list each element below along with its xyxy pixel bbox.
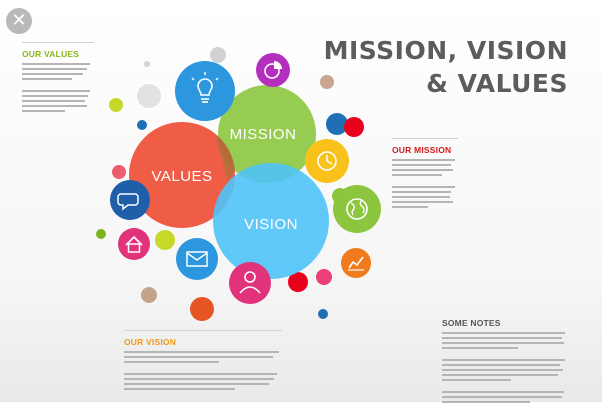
some-notes-panel: SOME NOTES [442, 318, 568, 403]
home-icon [118, 228, 150, 260]
title-line-1: MISSION, VISION [323, 36, 568, 65]
user-icon [229, 262, 271, 304]
placeholder-text-lines [124, 351, 282, 390]
vision-circle [213, 163, 329, 279]
globe-icon [333, 185, 381, 233]
placeholder-text-lines [442, 332, 568, 403]
line-chart-icon [341, 248, 371, 278]
placeholder-text-lines [392, 159, 458, 208]
values-label: VALUES [151, 168, 212, 185]
some-notes-heading: SOME NOTES [442, 318, 501, 328]
our-values-panel: OUR VALUES [22, 42, 94, 112]
lightbulb-icon [175, 61, 235, 121]
title-line-2: & VALUES [426, 69, 568, 98]
placeholder-text-lines [22, 63, 94, 112]
our-mission-heading: OUR MISSION [392, 145, 452, 155]
vision-label: VISION [244, 216, 298, 233]
mission-circle [218, 85, 316, 183]
our-values-heading: OUR VALUES [22, 49, 80, 59]
page-title: MISSION, VISION & VALUES [324, 34, 568, 100]
mail-icon [176, 238, 218, 280]
clock-icon [305, 139, 349, 183]
values-circle [129, 122, 235, 228]
mission-label: MISSION [230, 126, 297, 143]
chat-icon [110, 180, 150, 220]
our-vision-heading: OUR VISION [124, 337, 177, 347]
decorative-dots [96, 47, 364, 321]
pie-chart-icon [256, 53, 290, 87]
close-button[interactable]: ✕ [6, 8, 32, 34]
our-vision-panel: OUR VISION [124, 330, 282, 390]
our-mission-panel: OUR MISSION [392, 138, 458, 208]
